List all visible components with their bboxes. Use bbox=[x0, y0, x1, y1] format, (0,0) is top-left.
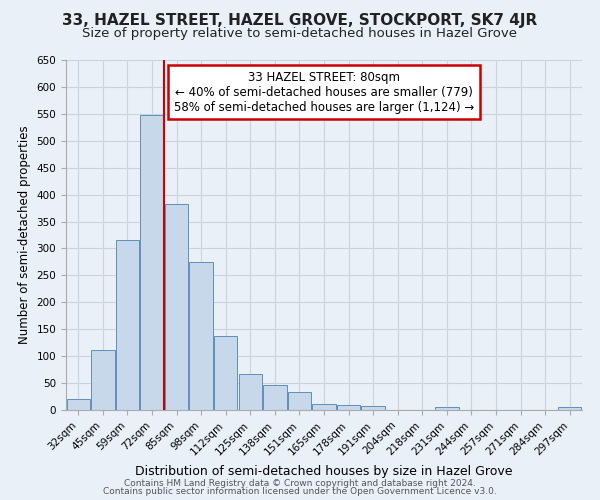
Bar bbox=[116, 240, 139, 410]
Text: Contains public sector information licensed under the Open Government Licence v3: Contains public sector information licen… bbox=[103, 487, 497, 496]
X-axis label: Distribution of semi-detached houses by size in Hazel Grove: Distribution of semi-detached houses by … bbox=[135, 465, 513, 478]
Bar bbox=[263, 385, 287, 410]
Y-axis label: Number of semi-detached properties: Number of semi-detached properties bbox=[18, 126, 31, 344]
Bar bbox=[239, 374, 262, 410]
Bar bbox=[67, 399, 90, 410]
Bar bbox=[140, 115, 164, 410]
Bar bbox=[313, 404, 335, 410]
Bar bbox=[165, 204, 188, 410]
Bar bbox=[558, 408, 581, 410]
Bar bbox=[288, 392, 311, 410]
Text: 33, HAZEL STREET, HAZEL GROVE, STOCKPORT, SK7 4JR: 33, HAZEL STREET, HAZEL GROVE, STOCKPORT… bbox=[62, 12, 538, 28]
Bar bbox=[337, 404, 360, 410]
Bar bbox=[190, 262, 213, 410]
Text: Contains HM Land Registry data © Crown copyright and database right 2024.: Contains HM Land Registry data © Crown c… bbox=[124, 478, 476, 488]
Bar bbox=[435, 408, 458, 410]
Text: Size of property relative to semi-detached houses in Hazel Grove: Size of property relative to semi-detach… bbox=[83, 28, 517, 40]
Bar bbox=[361, 406, 385, 410]
Text: 33 HAZEL STREET: 80sqm
← 40% of semi-detached houses are smaller (779)
58% of se: 33 HAZEL STREET: 80sqm ← 40% of semi-det… bbox=[174, 70, 474, 114]
Bar bbox=[214, 336, 238, 410]
Bar bbox=[91, 350, 115, 410]
